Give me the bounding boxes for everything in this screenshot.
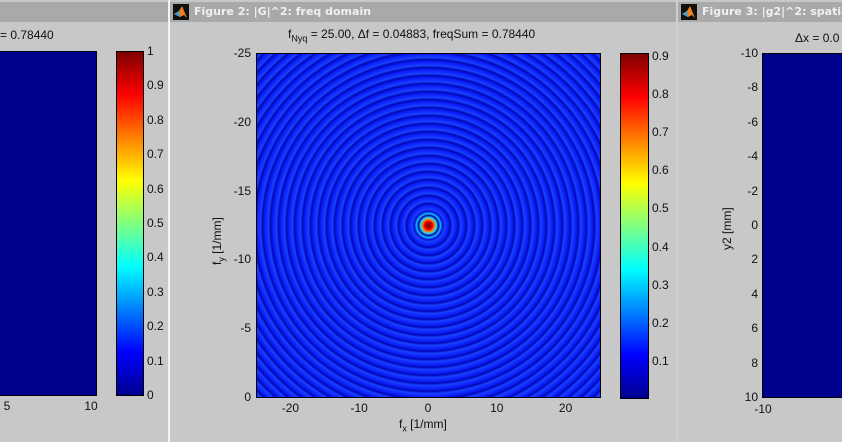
- figure3-title: Figure 3: |g2|^2: spatial: [702, 5, 842, 18]
- colorbar-tick-label: 0.9: [147, 78, 164, 93]
- colorbar-tick-label: 0: [147, 388, 154, 402]
- y-tick-label: -20: [233, 114, 251, 129]
- y-tick-label: -15: [233, 183, 251, 198]
- colorbar-tick-label: 0.2: [652, 315, 669, 330]
- colorbar-tick-label: 0.1: [652, 353, 669, 368]
- colorbar-tick-label: 0.5: [652, 201, 669, 216]
- y-tick-label: 6: [751, 321, 758, 336]
- colorbar-tick-label: 0.4: [147, 250, 164, 265]
- y-tick-label: -5: [240, 321, 251, 336]
- spatial-plot[interactable]: [762, 53, 842, 398]
- colorbar-tick-label: 0.7: [147, 147, 164, 162]
- y-tick-label: 10: [744, 390, 758, 404]
- plot-title-rest: = 25.00, Δf = 0.04883, freqSum = 0.78440: [307, 27, 536, 41]
- colorbar-tick-label: 0.8: [652, 87, 669, 102]
- colorbar-tick-label: 0.4: [652, 239, 669, 254]
- colorbar-tick-label: 0.7: [652, 125, 669, 140]
- freq-domain-plot[interactable]: [256, 53, 601, 398]
- window-border: [168, 0, 170, 442]
- x-tick-label: 20: [558, 401, 573, 415]
- y-tick-label: 0: [244, 390, 251, 404]
- colorbar-tick-label: 0.1: [147, 353, 164, 368]
- figure3-window: Figure 3: |g2|^2: spatial Δx = 0.0 -10 -8…: [678, 0, 842, 442]
- x-tick-label: 0: [424, 401, 432, 415]
- figure1-plot-area[interactable]: [0, 51, 97, 396]
- fnyq-sub: Nyq: [291, 33, 308, 44]
- figure1-titlebar[interactable]: [0, 2, 170, 22]
- y-tick-label: -2: [747, 183, 758, 198]
- figure2-title: Figure 2: |G|^2: freq domain: [194, 5, 372, 18]
- figure1-xtick: 10: [84, 399, 98, 413]
- figure1-xtick: 5: [3, 399, 11, 413]
- figure2-window: Figure 2: |G|^2: freq domain fNyq = 25.0…: [170, 0, 676, 442]
- matlab-logo-icon: [681, 4, 697, 20]
- x-axis-label: fx [1/mm]: [399, 417, 447, 434]
- y-tick-label: -10: [233, 252, 251, 267]
- matlab-logo-icon: [173, 4, 189, 20]
- y-axis-label: y2 [mm]: [720, 207, 734, 250]
- figure1-window: = 0.78440 5 10 1 0.9 0.8 0.7 0.6 0.5 0.4 0.3 0.2…: [0, 0, 170, 442]
- y-tick-label: 2: [751, 252, 758, 267]
- y-tick-label: -4: [747, 149, 758, 164]
- fnyq-label: f: [288, 27, 292, 41]
- colorbar-tick-label: 0.9: [652, 49, 669, 63]
- colorbar-tick-label: 0.8: [147, 112, 164, 127]
- colorbar-tick-label: 0.3: [652, 277, 669, 292]
- y-tick-label: 0: [751, 218, 758, 232]
- figure3-xtick: -10: [754, 402, 772, 416]
- colorbar-tick-label: 1: [147, 44, 154, 58]
- x-tick-label: 10: [490, 401, 504, 415]
- figure3-plot-title: Δx = 0.0: [795, 31, 840, 45]
- y-axis-label: fy [1/mm]: [210, 217, 227, 265]
- figure3-titlebar[interactable]: Figure 3: |g2|^2: spatial: [678, 2, 842, 22]
- y-tick-label: 4: [751, 286, 758, 301]
- figure2-colorbar[interactable]: [620, 53, 649, 399]
- colorbar-tick-label: 0.6: [652, 163, 669, 178]
- figure1-plot-title: = 0.78440: [0, 28, 54, 42]
- y-tick-label: -6: [747, 114, 758, 129]
- colorbar-tick-label: 0.2: [147, 319, 164, 334]
- figure2-plot-title: fNyq = 25.00, Δf = 0.04883, freqSum = 0.…: [288, 27, 535, 43]
- colorbar-tick-label: 0.3: [147, 284, 164, 299]
- colorbar-tick-label: 0.5: [147, 216, 164, 230]
- colorbar-tick-label: 0.6: [147, 181, 164, 196]
- figure1-colorbar[interactable]: [116, 51, 144, 396]
- y-tick-label: -25: [233, 46, 251, 60]
- x-tick-label: -20: [281, 401, 300, 415]
- y-tick-label: 8: [751, 355, 758, 370]
- figure2-titlebar[interactable]: Figure 2: |G|^2: freq domain: [170, 2, 676, 22]
- y-tick-label: -10: [740, 46, 758, 60]
- x-tick-label: -10: [350, 401, 368, 415]
- y-tick-label: -8: [747, 80, 758, 95]
